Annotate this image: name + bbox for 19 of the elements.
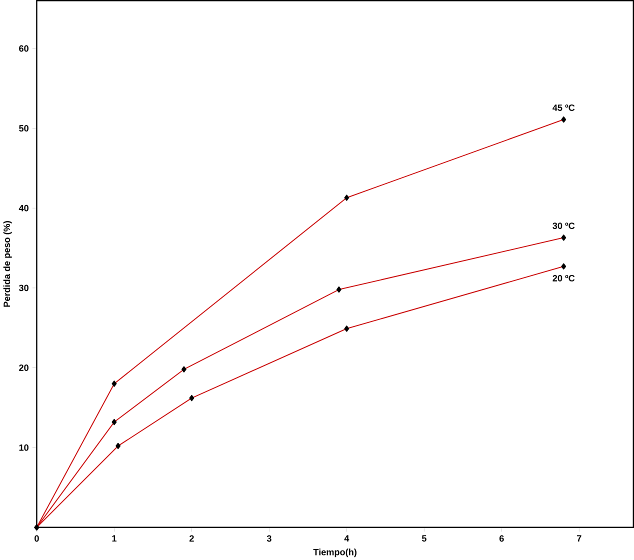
y-tick-label: 50 bbox=[19, 124, 28, 132]
x-tick-label: 6 bbox=[499, 535, 504, 542]
y-tick-label: 40 bbox=[18, 204, 28, 212]
y-tick-label: 10 bbox=[19, 444, 28, 451]
x-axis-title: Tiempo(h) bbox=[313, 548, 356, 557]
x-tick-label: 2 bbox=[189, 535, 194, 542]
y-tick-label: 30 bbox=[18, 284, 28, 291]
y-tick-label: 20 bbox=[19, 364, 28, 371]
x-tick-label: 5 bbox=[422, 535, 426, 542]
x-tick-label: 4 bbox=[344, 535, 350, 542]
series-label: 30 ºC bbox=[552, 222, 575, 229]
y-axis-title: Perdida de peso (%) bbox=[3, 220, 12, 307]
y-tick-label: 60 bbox=[19, 45, 28, 52]
series-label: 20 ºC bbox=[552, 274, 575, 282]
x-tick-label: 7 bbox=[577, 535, 582, 542]
x-tick-label: 3 bbox=[266, 535, 272, 542]
series-label: 45 ºC bbox=[552, 104, 575, 111]
x-tick-label: 1 bbox=[112, 535, 116, 542]
x-tick-label: 0 bbox=[34, 535, 39, 542]
